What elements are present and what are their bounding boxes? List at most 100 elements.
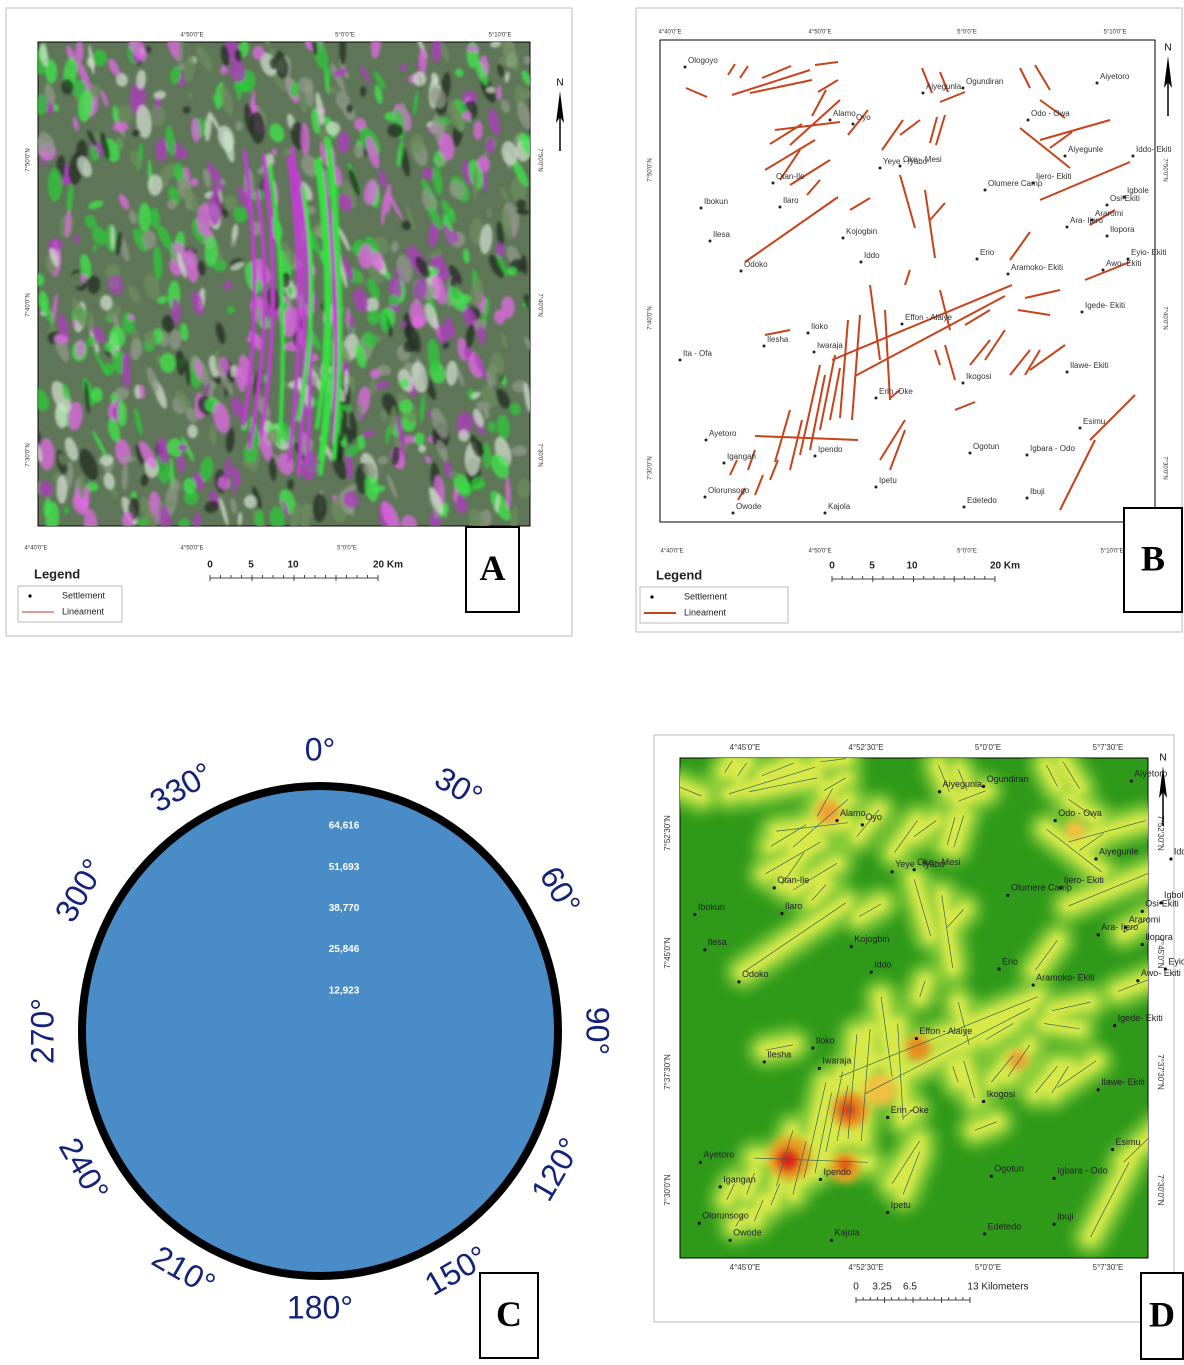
settlement-label: Ayetoro bbox=[703, 1150, 734, 1160]
settlement-dot bbox=[1159, 901, 1162, 904]
settlement-dot bbox=[891, 870, 894, 873]
settlement-label: Ilesa bbox=[708, 937, 727, 947]
settlement-dot bbox=[814, 455, 817, 458]
settlement-dot bbox=[763, 1060, 766, 1063]
lon-label: 5°10'0"E bbox=[1100, 549, 1123, 555]
settlement-label: Ilopora bbox=[1145, 932, 1173, 942]
settlement-label: Ilaro bbox=[785, 901, 803, 911]
lat-label: 7°45'0"N bbox=[1156, 937, 1165, 968]
settlement-label: Kajola bbox=[835, 1228, 860, 1238]
settlement-label: Igbara - Odo bbox=[1057, 1166, 1108, 1176]
north-label: N bbox=[556, 78, 563, 89]
settlement-dot bbox=[693, 913, 696, 916]
lon-label: 5°0'0"E bbox=[957, 30, 977, 36]
texture-blob bbox=[91, 387, 103, 402]
settlement-label: Kojogbin bbox=[854, 934, 889, 944]
settlement-dot bbox=[969, 452, 972, 455]
settlement-label: Ibuji bbox=[1030, 487, 1045, 496]
settlement-dot bbox=[899, 165, 902, 168]
lon-label: 5°0'0"E bbox=[335, 33, 355, 39]
settlement-label: Ibuji bbox=[1057, 1212, 1074, 1222]
settlement-label: Olorunsogo bbox=[702, 1211, 749, 1221]
lat-label: 7°40'0"N bbox=[26, 293, 32, 316]
settlement-label: Ayetoro bbox=[709, 429, 737, 438]
settlement-dot bbox=[772, 182, 775, 185]
hotspot bbox=[776, 1148, 800, 1172]
settlement-dot bbox=[1026, 454, 1029, 457]
settlement-label: Olumere Camp bbox=[988, 179, 1043, 188]
lat-label: 7°50'0"N bbox=[648, 158, 654, 181]
settlement-label: Awo- Ekiti bbox=[1141, 968, 1181, 978]
legend-dot bbox=[28, 594, 31, 597]
scale-label: 20 Km bbox=[990, 561, 1020, 572]
settlement-label: Iloko bbox=[816, 1035, 835, 1045]
lat-label: 7°45'0"N bbox=[663, 937, 672, 968]
settlement-label: Igbara - Odo bbox=[1030, 444, 1075, 453]
scale-label: 10 bbox=[287, 560, 299, 571]
settlement-label: Edetedo bbox=[967, 496, 997, 505]
settlement-dot bbox=[813, 351, 816, 354]
settlement-label: Ogundiran bbox=[987, 774, 1029, 784]
lon-label: 4°45'0"E bbox=[730, 1263, 761, 1272]
settlement-dot bbox=[875, 397, 878, 400]
settlement-label: Iddo bbox=[864, 251, 880, 260]
lon-label: 4°52'30"E bbox=[848, 743, 883, 752]
settlement-dot bbox=[699, 1161, 702, 1164]
settlement-dot bbox=[732, 512, 735, 515]
legend-label: Lineament bbox=[62, 606, 105, 616]
settlement-dot bbox=[963, 506, 966, 509]
lon-label: 4°40'0"E bbox=[24, 546, 47, 552]
settlement-label: Erio bbox=[980, 248, 995, 257]
settlement-dot bbox=[698, 1222, 701, 1225]
settlement-dot bbox=[818, 1067, 821, 1070]
panel-label: D bbox=[1149, 1294, 1175, 1334]
angle-label: 300° bbox=[48, 853, 112, 928]
settlement-label: Oke - Mesi bbox=[917, 857, 961, 867]
settlement-dot bbox=[700, 207, 703, 210]
settlement-dot bbox=[886, 1116, 889, 1119]
settlement-dot bbox=[879, 167, 882, 170]
ring-label: 51,693 bbox=[329, 862, 360, 873]
settlement-dot bbox=[1132, 155, 1135, 158]
settlement-dot bbox=[983, 1232, 986, 1235]
legend-label: Settlement bbox=[684, 591, 728, 601]
settlement-label: Odo - Owa bbox=[1031, 109, 1070, 118]
lat-label: 7°30'0"N bbox=[26, 443, 32, 466]
settlement-label: Ikogosi bbox=[987, 1089, 1016, 1099]
settlement-dot bbox=[860, 261, 863, 264]
hotspot bbox=[864, 1074, 896, 1106]
texture-blob bbox=[148, 174, 163, 195]
lon-label: 4°45'0"E bbox=[730, 743, 761, 752]
settlement-dot bbox=[1064, 155, 1067, 158]
settlement-dot bbox=[824, 512, 827, 515]
lat-label: 7°40'0"N bbox=[1161, 306, 1167, 329]
lat-label: 7°52'30"N bbox=[663, 815, 672, 851]
settlement-label: Igangan bbox=[727, 452, 756, 461]
settlement-dot bbox=[709, 240, 712, 243]
settlement-dot bbox=[1094, 857, 1097, 860]
angle-label: 180° bbox=[287, 1289, 353, 1325]
settlement-dot bbox=[922, 92, 925, 95]
settlement-label: Ipendo bbox=[818, 445, 843, 454]
settlement-dot bbox=[1123, 196, 1126, 199]
settlement-label: Otan-Ile bbox=[776, 172, 805, 181]
settlement-dot bbox=[779, 206, 782, 209]
ring-label: 25,846 bbox=[329, 944, 360, 955]
hotspot bbox=[1065, 820, 1085, 840]
settlement-dot bbox=[1130, 779, 1133, 782]
lat-label: 7°30'0"N bbox=[1161, 456, 1167, 479]
texture-blob bbox=[48, 168, 62, 202]
settlement-label: Oke - Mesi bbox=[903, 155, 942, 164]
settlement-dot bbox=[819, 1178, 822, 1181]
settlement-label: Ologoyo bbox=[688, 56, 718, 65]
settlement-label: Eyio- Ekiti bbox=[1131, 248, 1167, 257]
lat-label: 7°30'0"N bbox=[663, 1174, 672, 1205]
settlement-dot bbox=[729, 1239, 732, 1242]
settlement-dot bbox=[829, 119, 832, 122]
lat-label: 7°37'30"N bbox=[1156, 1054, 1165, 1090]
settlement-label: Owode bbox=[733, 1228, 762, 1238]
settlement-dot bbox=[1081, 311, 1084, 314]
settlement-dot bbox=[1141, 910, 1144, 913]
settlement-label: Erin -Oke bbox=[891, 1105, 929, 1115]
north-label: N bbox=[1164, 43, 1171, 54]
